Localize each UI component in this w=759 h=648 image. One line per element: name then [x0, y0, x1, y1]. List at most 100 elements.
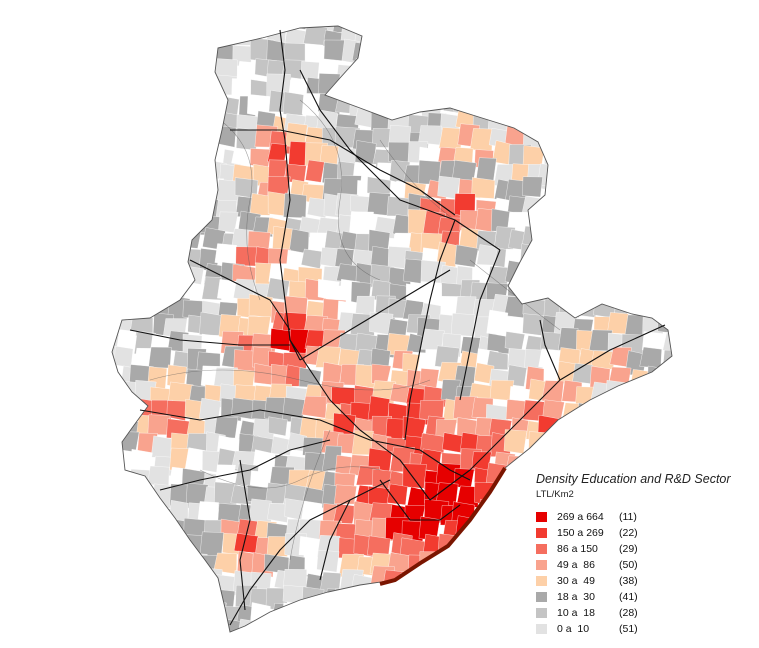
municipality-cell	[350, 600, 374, 624]
municipality-cell	[573, 79, 594, 102]
municipality-cell	[268, 416, 288, 437]
municipality-cell	[112, 452, 124, 474]
municipality-cell	[169, 96, 193, 120]
municipality-cell	[592, 233, 613, 255]
municipality-cell	[369, 620, 391, 632]
municipality-cell	[579, 44, 600, 68]
municipality-cell	[570, 430, 596, 455]
municipality-cell	[112, 471, 119, 492]
municipality-cell	[317, 279, 340, 301]
municipality-cell	[593, 26, 617, 29]
municipality-cell	[112, 57, 118, 81]
municipality-cell	[603, 60, 629, 84]
municipality-cell	[112, 233, 121, 256]
municipality-cell	[628, 44, 653, 69]
legend-range-label: 269 a 664	[557, 511, 604, 523]
municipality-cell	[165, 229, 190, 255]
municipality-cell	[213, 416, 239, 439]
district-boundaries	[149, 99, 561, 561]
municipality-cell	[180, 573, 205, 594]
municipality-cell	[112, 319, 119, 341]
legend-classes: 269 a 664 (11) 150 a 269 (22) 86 a 150 (29) 49…	[536, 509, 751, 637]
municipality-cell	[519, 243, 543, 265]
municipality-cell	[119, 95, 139, 119]
municipality-cell	[474, 97, 497, 119]
district-boundary	[289, 429, 331, 561]
municipality-cell	[644, 193, 667, 216]
legend-count-label: (50)	[619, 559, 638, 571]
legend-range-label: 30 a 49	[557, 575, 595, 587]
municipality-cell	[656, 414, 672, 439]
municipality-cell	[528, 431, 548, 456]
municipality-cell	[148, 346, 172, 369]
municipality-cell	[441, 605, 465, 631]
municipality-cell	[112, 107, 119, 133]
municipality-cell	[289, 622, 311, 632]
municipality-cell	[508, 484, 533, 510]
municipality-cell	[170, 62, 194, 86]
municipality-cell	[183, 586, 208, 609]
district-boundary	[299, 99, 381, 281]
municipality-cell	[112, 482, 125, 504]
road	[379, 479, 461, 521]
municipality-cell	[150, 435, 173, 458]
municipality-cell	[112, 401, 123, 422]
municipality-cell	[406, 486, 428, 508]
municipality-cell	[170, 606, 193, 626]
municipality-cell	[112, 129, 122, 155]
municipality-cell	[592, 143, 613, 166]
municipality-cell	[592, 431, 613, 453]
municipality-cell	[112, 244, 121, 267]
municipality-cell	[114, 396, 136, 422]
municipality-cell	[402, 463, 427, 489]
legend-count-label: (51)	[619, 623, 638, 635]
municipality-cell	[638, 244, 663, 270]
municipality-cell	[523, 452, 548, 473]
municipality-cell	[152, 226, 173, 250]
municipality-cell	[204, 599, 227, 623]
municipality-cell	[441, 620, 462, 632]
municipality-cell	[507, 585, 533, 610]
municipality-cell	[613, 175, 634, 200]
municipality-cell	[522, 107, 544, 132]
municipality-cell	[116, 600, 138, 625]
municipality-cell	[353, 623, 375, 632]
municipality-cell	[420, 74, 440, 97]
municipality-cell	[656, 366, 672, 388]
legend-swatch	[536, 592, 547, 602]
municipality-cell	[135, 125, 160, 149]
municipality-cell	[238, 26, 259, 34]
municipality-cell	[574, 107, 601, 131]
municipality-cell	[508, 539, 530, 562]
municipality-cell	[112, 196, 120, 220]
municipality-cell	[487, 504, 509, 525]
road	[419, 449, 471, 481]
municipality-cell	[112, 503, 120, 526]
legend-range-label: 0 a 10	[557, 623, 590, 635]
municipality-cell	[334, 618, 357, 632]
municipality-cell	[455, 589, 478, 611]
municipality-cell	[610, 249, 632, 269]
municipality-cell	[115, 245, 140, 266]
municipality-cell	[369, 27, 392, 48]
municipality-cell	[419, 368, 440, 389]
legend-range-label: 150 a 269	[557, 527, 604, 539]
municipality-cell	[113, 501, 137, 527]
municipality-cell	[505, 519, 531, 541]
municipality-cell	[392, 622, 413, 632]
municipality-cell	[544, 26, 567, 34]
municipality-cell	[333, 503, 357, 524]
municipality-cell	[112, 78, 124, 100]
municipality-cell	[168, 212, 190, 233]
municipality-cell	[199, 95, 222, 117]
municipality-cell	[558, 78, 580, 100]
municipality-cell	[655, 296, 672, 319]
municipality-cell	[130, 232, 155, 255]
municipality-cell	[131, 569, 151, 594]
legend-unit: LTL/Km2	[536, 489, 574, 500]
municipality-cell	[475, 41, 496, 65]
municipality-cell	[131, 54, 153, 80]
municipality-cell	[112, 368, 119, 391]
municipality-cell	[153, 537, 174, 559]
municipality-cell	[130, 159, 151, 183]
